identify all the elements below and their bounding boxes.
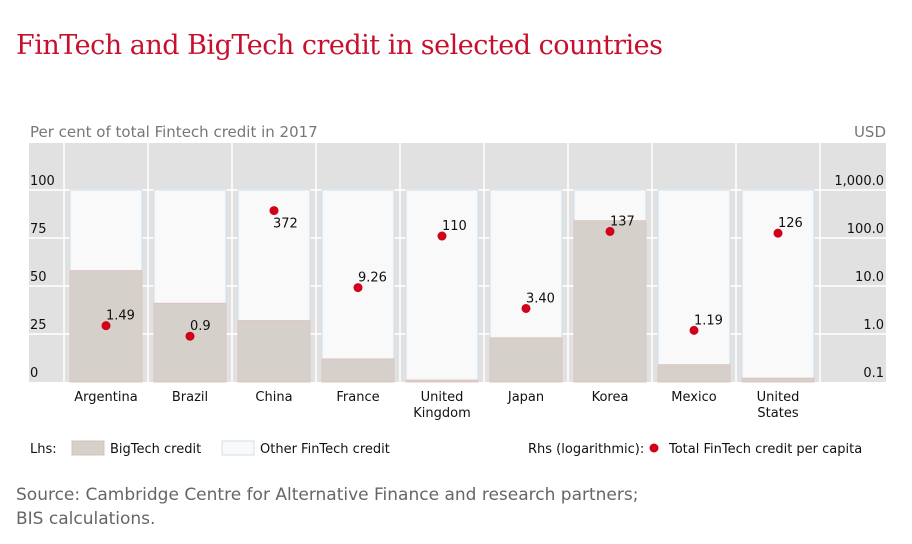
legend-other-swatch — [221, 440, 255, 456]
source-line-1: Source: Cambridge Centre for Alternative… — [16, 485, 639, 505]
data-label: 110 — [442, 219, 467, 234]
data-point — [521, 303, 531, 313]
right-axis-label: USD — [854, 123, 886, 141]
left-tick-label: 50 — [30, 270, 47, 285]
legend-lhs-label: Lhs: — [30, 442, 57, 457]
data-point — [185, 331, 195, 341]
x-tick-label: Argentina — [74, 390, 137, 405]
x-tick-label: Brazil — [172, 390, 208, 405]
x-tick-label: Kingdom — [413, 406, 471, 421]
right-tick-label: 1.0 — [863, 318, 884, 333]
right-tick-label: 100.0 — [847, 222, 884, 237]
x-tick-label: China — [255, 390, 292, 405]
bar-other-fintech — [657, 189, 731, 383]
bar-bigtech — [237, 320, 311, 383]
legend-dot-swatch — [649, 443, 659, 453]
right-tick-label: 1,000.0 — [834, 174, 884, 189]
bar-bigtech — [489, 337, 563, 383]
bar-bigtech — [153, 302, 227, 383]
left-tick-label: 25 — [30, 318, 47, 333]
data-point — [353, 283, 363, 293]
legend-percapita-label: Total FinTech credit per capita — [668, 442, 862, 457]
bar-bigtech — [321, 358, 395, 383]
legend-other-label: Other FinTech credit — [260, 442, 390, 457]
legend-bigtech-label: BigTech credit — [110, 442, 201, 457]
x-tick-label: Mexico — [671, 390, 716, 405]
data-label: 137 — [610, 214, 635, 229]
data-label: 9.26 — [358, 271, 387, 286]
source-line-2: BIS calculations. — [16, 509, 156, 529]
x-tick-label: United — [757, 390, 800, 405]
left-axis-label: Per cent of total Fintech credit in 2017 — [30, 123, 318, 141]
data-point — [773, 228, 783, 238]
bar-other-fintech — [405, 189, 479, 383]
data-label: 3.40 — [526, 291, 555, 306]
left-tick-label: 0 — [30, 366, 38, 381]
data-point — [437, 231, 447, 241]
data-point — [605, 226, 615, 236]
x-tick-label: States — [757, 406, 798, 421]
data-point — [269, 206, 279, 216]
bar-bigtech — [741, 377, 815, 383]
right-tick-label: 10.0 — [855, 270, 884, 285]
legend: Lhs: BigTech credit Other FinTech credit… — [30, 440, 862, 457]
x-tick-label: Korea — [592, 390, 629, 405]
chart-title: FinTech and BigTech credit in selected c… — [16, 30, 663, 61]
data-label: 126 — [778, 216, 803, 231]
x-tick-label: Japan — [507, 390, 544, 405]
legend-bigtech-swatch — [71, 440, 105, 456]
left-tick-label: 100 — [30, 174, 55, 189]
data-label: 1.19 — [694, 313, 723, 328]
x-tick-label: United — [421, 390, 464, 405]
right-tick-label: 0.1 — [863, 366, 884, 381]
source-note: Source: Cambridge Centre for Alternative… — [16, 483, 638, 531]
x-tick-label: France — [336, 390, 379, 405]
data-label: 372 — [273, 217, 298, 232]
data-label: 0.9 — [190, 319, 211, 334]
data-label: 1.49 — [106, 309, 135, 324]
left-tick-label: 75 — [30, 222, 47, 237]
data-point — [689, 325, 699, 335]
bar-bigtech — [573, 220, 647, 383]
bar-other-fintech — [741, 189, 815, 383]
bar-bigtech — [405, 379, 479, 383]
bar-bigtech — [657, 364, 731, 383]
data-point — [101, 321, 111, 331]
legend-rhs-label: Rhs (logarithmic): — [528, 442, 644, 457]
